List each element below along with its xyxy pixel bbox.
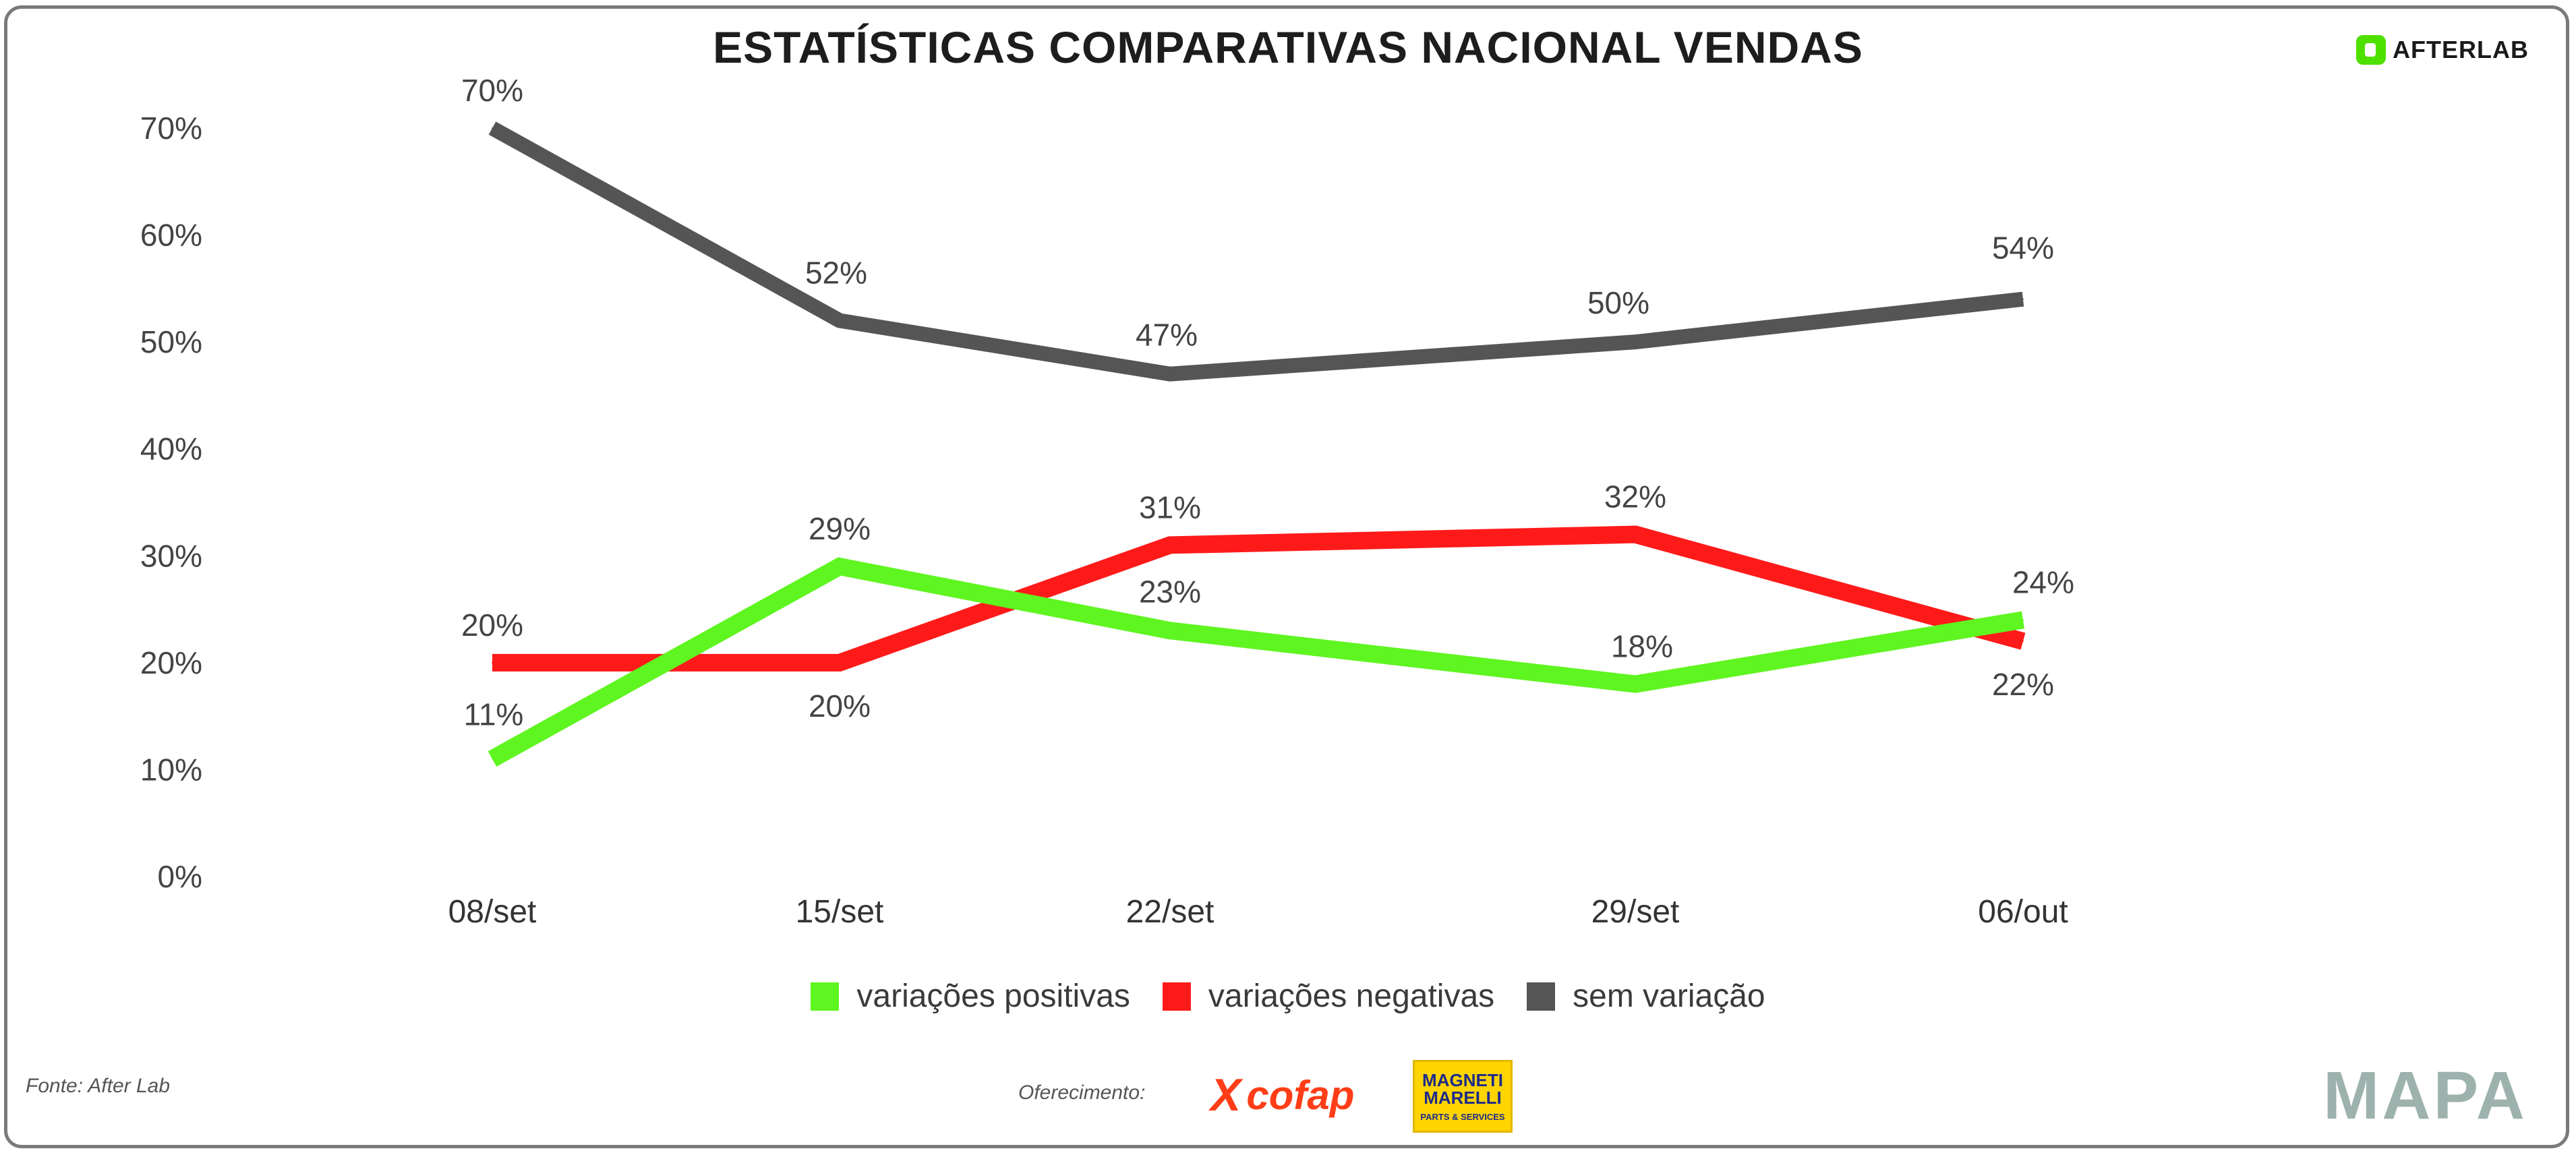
- legend-item-negative[interactable]: variações negativas: [1162, 978, 1495, 1015]
- point-negative: [839, 661, 840, 663]
- y-tick-label: 0%: [158, 859, 202, 894]
- y-tick-label: 60%: [140, 218, 202, 253]
- y-tick-label: 10%: [140, 752, 202, 787]
- x-tick-label: 29/set: [1591, 894, 1680, 930]
- mapa-logo: MAPA: [2322, 1058, 2527, 1133]
- x-tick-label: 06/out: [1978, 894, 2068, 930]
- point-positive: [2022, 619, 2024, 621]
- point-negative: [1169, 544, 1171, 546]
- data-label-negative: 20%: [809, 688, 871, 723]
- data-label-negative: 32%: [1604, 479, 1666, 514]
- sponsorship-label: Oferecimento:: [1018, 1082, 1146, 1104]
- data-label-positive: 11%: [464, 697, 524, 732]
- series-lines: [488, 121, 2026, 767]
- data-label-no-change: 54%: [1992, 231, 2054, 266]
- magneti-marelli-logo: MAGNETI MARELLI PARTS & SERVICES: [1413, 1060, 1513, 1133]
- point-positive: [839, 566, 840, 568]
- legend-swatch-positive: [811, 982, 840, 1011]
- chart-frame: [4, 5, 2569, 1148]
- data-label-negative: 31%: [1139, 490, 1201, 525]
- cofap-logo-icon: X: [1210, 1069, 1241, 1121]
- legend-swatch-negative: [1162, 982, 1191, 1011]
- y-tick-label: 20%: [140, 645, 202, 680]
- afterlab-logo-icon: [2356, 35, 2387, 65]
- y-tick-label: 50%: [140, 324, 202, 359]
- y-tick-label: 70%: [140, 111, 202, 146]
- data-label-positive: 23%: [1139, 574, 1201, 609]
- point-no-change: [2022, 298, 2024, 300]
- afterlab-logo-text: AFTERLAB: [2393, 36, 2529, 63]
- cofap-logo: X cofap: [1210, 1069, 1354, 1121]
- point-negative: [492, 661, 493, 663]
- data-label-positive: 18%: [1611, 629, 1673, 664]
- point-no-change: [839, 320, 840, 322]
- y-tick-label: 30%: [140, 538, 202, 573]
- data-label-negative: 20%: [461, 608, 523, 643]
- magneti-logo-line1: MAGNETI: [1422, 1069, 1503, 1090]
- afterlab-logo: AFTERLAB: [2356, 35, 2529, 65]
- line-no-change: [488, 121, 2024, 382]
- data-label-no-change: 70%: [461, 73, 523, 108]
- point-negative: [2022, 641, 2024, 643]
- legend-label-no-change: sem variação: [1573, 978, 1765, 1014]
- y-axis: 0% 10% 20% 30% 40% 50% 60% 70%: [140, 111, 202, 894]
- legend-label-negative: variações negativas: [1208, 978, 1495, 1014]
- x-tick-label: 08/set: [448, 894, 537, 930]
- legend-swatch-no-change: [1527, 982, 1556, 1011]
- point-negative: [1635, 533, 1636, 535]
- magneti-logo-line2: MARELLI: [1424, 1087, 1502, 1108]
- y-tick-label: 40%: [140, 432, 202, 467]
- x-tick-label: 22/set: [1126, 894, 1214, 930]
- x-tick-label: 15/set: [796, 894, 884, 930]
- magneti-logo-sub: PARTS & SERVICES: [1420, 1111, 1505, 1122]
- point-no-change: [1169, 373, 1171, 375]
- point-positive: [1169, 630, 1171, 632]
- data-label-no-change: 47%: [1136, 318, 1198, 353]
- chart-legend: variações positivas variações negativas …: [0, 978, 2576, 1015]
- point-positive: [492, 758, 493, 760]
- x-axis: 08/set 15/set 22/set 29/set 06/out: [448, 894, 2068, 930]
- point-no-change: [492, 127, 493, 129]
- data-label-positive: 24%: [2012, 564, 2074, 599]
- data-label-positive: 29%: [809, 511, 871, 546]
- cofap-logo-text: cofap: [1246, 1072, 1355, 1118]
- data-label-no-change: 52%: [805, 255, 867, 290]
- legend-item-no-change[interactable]: sem variação: [1527, 978, 1765, 1015]
- legend-label-positive: variações positivas: [856, 978, 1130, 1014]
- point-no-change: [1635, 341, 1636, 343]
- legend-item-positive[interactable]: variações positivas: [811, 978, 1130, 1015]
- point-positive: [1635, 683, 1636, 685]
- data-label-negative: 22%: [1992, 667, 2054, 702]
- data-label-no-change: 50%: [1587, 285, 1649, 320]
- chart-title: ESTATÍSTICAS COMPARATIVAS NACIONAL VENDA…: [713, 22, 1863, 72]
- data-labels: 11% 29% 23% 18% 24% 20% 20% 31% 32% 22% 70% 52% 47% 5…: [461, 73, 2074, 732]
- source-note: Fonte: After Lab: [26, 1075, 171, 1097]
